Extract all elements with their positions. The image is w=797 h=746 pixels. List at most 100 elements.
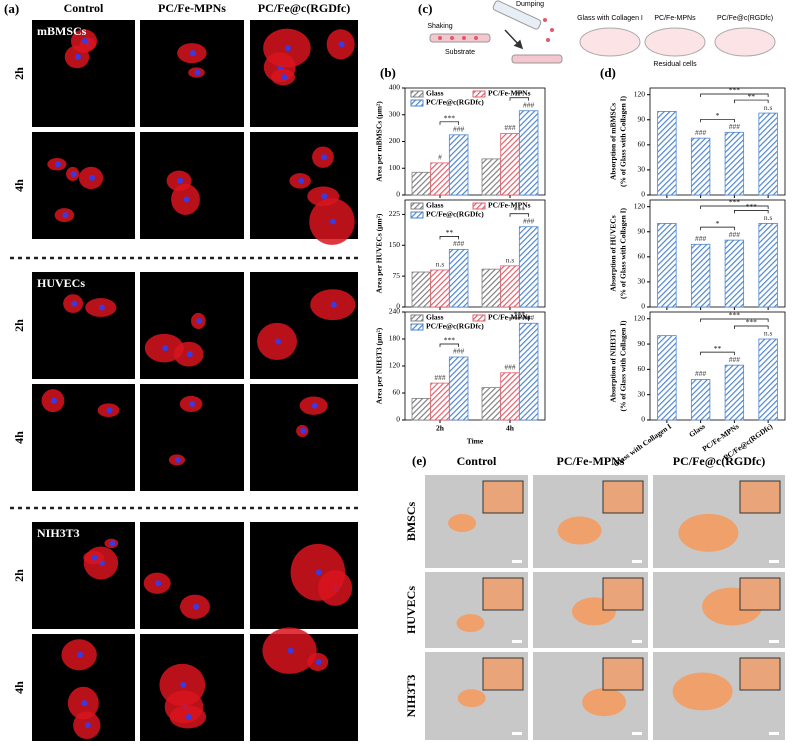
- x-tick-label: Glass: [687, 422, 707, 439]
- legend-label: Glass: [426, 89, 444, 98]
- nucleus: [196, 317, 203, 324]
- nucleus: [192, 603, 199, 610]
- bar: [657, 111, 677, 196]
- bar: [500, 372, 520, 421]
- row-label: 4h: [12, 431, 26, 444]
- scale-bar: [632, 560, 642, 563]
- significance-label: ###: [523, 216, 535, 225]
- schematic-text: PC/Fe-MPNs: [654, 15, 696, 22]
- y-tick-label: 60: [393, 388, 401, 397]
- nucleus: [189, 400, 196, 407]
- nucleus: [321, 193, 328, 200]
- y-tick-label: 120: [634, 313, 646, 322]
- nucleus: [300, 427, 307, 434]
- bracket: [734, 210, 769, 214]
- inset: [739, 577, 781, 611]
- bar: [724, 239, 745, 308]
- significance-label: ###: [729, 355, 741, 364]
- inset: [482, 657, 524, 691]
- inset: [602, 657, 644, 691]
- significance-label: ###: [523, 313, 535, 322]
- scale-bar: [512, 732, 522, 735]
- bar: [411, 271, 432, 308]
- legend-swatch: [472, 90, 486, 98]
- inset: [739, 657, 781, 691]
- x-tick-label: Glass with Collagen I: [612, 422, 673, 469]
- bar: [657, 335, 677, 421]
- bracket-label: ***: [444, 114, 456, 123]
- bar: [758, 112, 778, 196]
- y-tick-label: 90: [638, 339, 646, 348]
- bracket-label: ***: [746, 318, 758, 327]
- schematic-text: Shaking: [427, 23, 452, 30]
- bar: [481, 387, 502, 421]
- significance-label: ###: [729, 230, 741, 239]
- bracket-label: ***: [729, 311, 741, 320]
- plot-frame: [649, 311, 786, 421]
- bar: [690, 379, 711, 421]
- nucleus: [315, 569, 322, 576]
- y-tick-label: 30: [638, 389, 646, 398]
- legend-swatch: [410, 90, 424, 98]
- y-tick-label: 180: [389, 334, 401, 343]
- bracket: [509, 317, 530, 321]
- nucleus: [89, 174, 96, 181]
- y-tick-label: 0: [396, 302, 400, 311]
- bar: [690, 137, 711, 196]
- legend-label: PC/Fe-MPNs: [488, 201, 531, 210]
- y-tick-label: 0: [641, 302, 645, 311]
- plot-frame: [404, 199, 546, 308]
- y-tick-label: 120: [389, 361, 401, 370]
- nucleus: [185, 713, 192, 720]
- bracket-label: ***: [514, 310, 526, 319]
- legend-swatch: [410, 314, 424, 322]
- nucleus: [54, 161, 61, 168]
- bar: [500, 133, 520, 196]
- legend-label: PC/Fe@c(RGDfc): [426, 322, 484, 331]
- significance-label: ###: [453, 347, 465, 356]
- y-axis-label: Absorption of HUVECs: [609, 215, 618, 291]
- bar: [690, 243, 711, 308]
- bracket: [700, 351, 735, 356]
- y-tick-label: 75: [393, 271, 401, 280]
- significance-label: n.s: [764, 213, 773, 222]
- legend-swatch: [410, 202, 424, 210]
- column-header: Control: [457, 454, 497, 468]
- schematic-text: PC/Fe@c(RGDfc): [717, 15, 773, 22]
- bar: [518, 322, 539, 421]
- significance-label: ###: [504, 362, 516, 371]
- nucleus: [186, 351, 193, 358]
- bracket: [700, 118, 735, 123]
- nucleus: [70, 170, 77, 177]
- legend-swatch: [410, 323, 424, 331]
- bar: [430, 162, 450, 196]
- nucleus: [180, 681, 187, 688]
- bracket: [700, 93, 769, 97]
- cell: [672, 672, 733, 711]
- significance-label: ###: [695, 234, 707, 243]
- schematic-text: Dumping: [516, 1, 544, 8]
- bracket: [700, 226, 735, 231]
- schematic-text: Substrate: [445, 49, 475, 56]
- bar: [430, 382, 450, 421]
- inset: [482, 577, 524, 611]
- y-tick-label: 150: [389, 240, 401, 249]
- schematic-text: Glass with Collagen I: [577, 15, 643, 22]
- nucleus: [281, 74, 288, 81]
- nucleus: [298, 177, 305, 184]
- y-tick-label: 60: [638, 364, 646, 373]
- nucleus: [62, 212, 69, 219]
- nucleus: [329, 218, 336, 225]
- bar: [481, 268, 502, 308]
- nucleus: [315, 658, 322, 665]
- nucleus: [91, 554, 98, 561]
- column-header: Control: [64, 1, 104, 15]
- nucleus: [81, 38, 88, 45]
- group-label: NIH3T3: [37, 526, 80, 540]
- row-label: 2h: [12, 319, 26, 332]
- bracket: [734, 325, 769, 329]
- bar: [411, 397, 432, 421]
- significance-label: ###: [695, 369, 707, 378]
- bar: [724, 131, 745, 196]
- nucleus: [177, 177, 184, 184]
